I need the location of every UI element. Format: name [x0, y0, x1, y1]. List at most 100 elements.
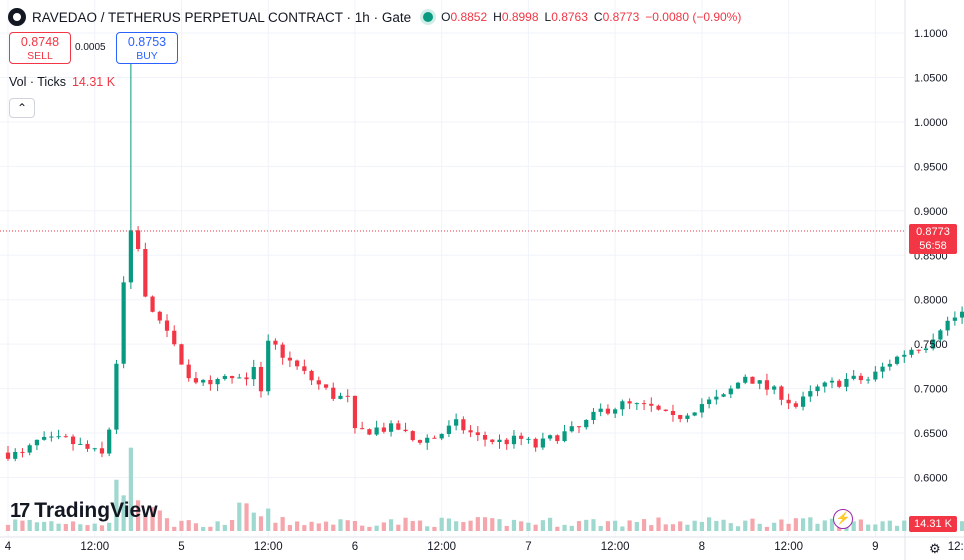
candle-body: [92, 448, 97, 450]
tradingview-logo[interactable]: 17 TradingView: [10, 499, 158, 523]
volume-bar: [143, 512, 148, 531]
volume-bar: [381, 522, 386, 531]
buy-button[interactable]: 0.8753 BUY: [116, 32, 178, 64]
volume-legend[interactable]: Vol · Ticks 14.31 K: [9, 75, 115, 89]
volume-bar: [78, 524, 83, 531]
candle-body: [576, 426, 582, 428]
candle-body: [772, 386, 777, 390]
candle-body: [959, 311, 964, 318]
volume-bar: [808, 517, 813, 531]
volume-bar: [287, 525, 292, 531]
candle-body: [837, 380, 842, 387]
candle-body: [323, 384, 329, 388]
candle-body: [454, 419, 459, 426]
volume-bar: [27, 519, 32, 531]
sell-price: 0.8748: [20, 35, 60, 49]
volume-bar: [150, 507, 155, 531]
price-tick-label: 0.9500: [914, 161, 948, 173]
volume-bar: [128, 447, 133, 531]
candle-body: [316, 380, 321, 385]
volume-bar: [851, 521, 856, 531]
volume-bar: [244, 503, 249, 531]
candle-body: [439, 433, 444, 439]
candle-body: [540, 438, 545, 448]
candle-body: [490, 439, 495, 442]
volume-bar: [107, 522, 112, 531]
volume-bar: [540, 520, 545, 531]
volume-bar: [85, 525, 90, 531]
volume-bar: [266, 508, 271, 531]
candle-body: [345, 395, 350, 397]
candle-body: [164, 320, 170, 331]
volume-bar: [215, 521, 220, 531]
volume-bar: [208, 526, 213, 531]
volume-legend-value: 14.31 K: [71, 75, 116, 89]
candle-body: [605, 408, 611, 414]
chevron-up-icon[interactable]: ⌃: [9, 98, 35, 118]
volume-bar: [866, 524, 871, 531]
candle-body: [403, 429, 408, 432]
candle-body: [584, 419, 589, 428]
ohlc-open: O0.8852: [441, 10, 488, 24]
volume-bar: [13, 519, 18, 531]
candle-body: [750, 376, 755, 384]
candles: [5, 61, 964, 462]
candle-body: [757, 380, 762, 384]
volume-bar: [468, 520, 473, 531]
volume-bar: [193, 523, 199, 531]
symbol-title[interactable]: RAVEDAO / TETHERUS PERPETUAL CONTRACT · …: [32, 9, 412, 25]
candle-body: [699, 404, 704, 413]
tradingview-mark-icon: 17: [10, 499, 30, 522]
volume-bar: [656, 517, 661, 531]
lightning-icon[interactable]: ⚡: [833, 509, 853, 529]
candle-body: [468, 430, 473, 433]
candle-body: [721, 394, 726, 397]
price-tick-label: 0.8000: [914, 295, 948, 307]
volume-bar: [410, 520, 415, 531]
volume-bar: [555, 526, 560, 531]
volume-bar: [735, 526, 741, 531]
volume-bar: [237, 502, 242, 531]
sell-button[interactable]: 0.8748 SELL: [9, 32, 71, 64]
volume-bar: [822, 520, 827, 531]
volume-bar: [837, 526, 842, 531]
candle-body: [367, 429, 372, 435]
candle-body: [295, 360, 300, 367]
volume-bar: [894, 525, 900, 531]
candle-body: [613, 409, 618, 414]
time-tick-label: 4: [5, 541, 12, 553]
ohlc-change: −0.0080 (−0.90%): [645, 10, 742, 24]
volume-bar: [417, 520, 423, 531]
candle-body: [858, 375, 864, 381]
time-tick-label: 12:00: [254, 541, 283, 553]
candle-body: [641, 403, 647, 405]
gear-icon[interactable]: ⚙: [929, 541, 941, 556]
volume-bar: [714, 520, 719, 531]
candle-body: [909, 349, 914, 355]
volume-bar: [490, 518, 495, 531]
candle-body: [121, 282, 126, 364]
volume-bar: [613, 520, 618, 531]
candle-body: [627, 401, 632, 404]
volume-bar: [707, 517, 712, 531]
price-tick-label: 0.6000: [914, 473, 948, 485]
volume-bar: [504, 525, 509, 531]
time-tick-label: 6: [352, 541, 358, 553]
candle-body: [99, 448, 105, 454]
candle-body: [526, 438, 531, 440]
volume-bar: [772, 522, 777, 531]
volume-bar: [345, 520, 350, 531]
candle-body: [193, 378, 199, 383]
candle-body: [815, 386, 820, 392]
ohlc-close: C0.8773: [593, 10, 640, 24]
candle-body: [764, 380, 770, 390]
candle-body: [728, 388, 733, 395]
candle-body: [923, 348, 929, 351]
last-price-value: 0.8773: [916, 226, 950, 238]
volume-bar: [432, 526, 437, 531]
candle-body: [735, 382, 741, 389]
volume-bar: [663, 524, 668, 531]
price-tick-label: 1.1000: [914, 28, 948, 40]
